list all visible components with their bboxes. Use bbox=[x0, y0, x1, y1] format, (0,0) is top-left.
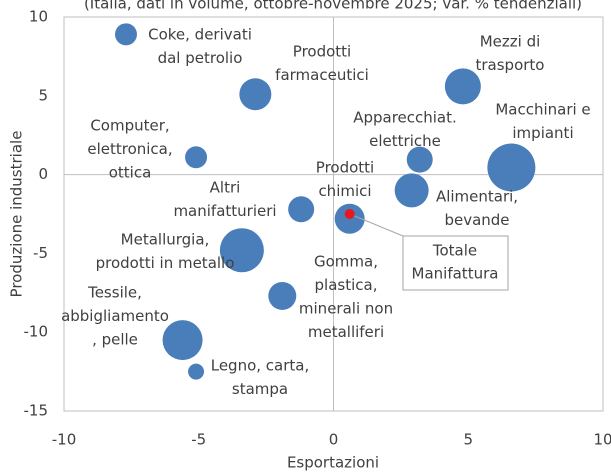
bubble bbox=[219, 228, 264, 273]
point-label: Apparecchiat. bbox=[353, 109, 457, 127]
point-label: Tessile, bbox=[87, 284, 142, 302]
y-axis-label: Produzione industriale bbox=[8, 131, 26, 298]
point-label: prodotti in metallo bbox=[96, 254, 235, 272]
point-label: manifatturieri bbox=[173, 202, 276, 220]
point-label: Legno, carta, bbox=[211, 357, 310, 375]
x-tick-label: -10 bbox=[52, 431, 77, 449]
highlight-point bbox=[344, 209, 355, 219]
y-tick-label: 5 bbox=[38, 86, 48, 104]
leader-line bbox=[349, 213, 404, 237]
point-label: bevande bbox=[444, 211, 509, 229]
point-label: Gomma, bbox=[314, 253, 378, 271]
x-axis-label: Esportazioni bbox=[287, 454, 379, 472]
point-label: plastica, bbox=[315, 276, 378, 294]
chart-subtitle: (Italia, dati in volume, ottobre-novembr… bbox=[84, 0, 582, 13]
point-label: farmaceutici bbox=[275, 66, 369, 84]
x-tick-label: 0 bbox=[329, 431, 339, 449]
point-label: Prodotti bbox=[316, 159, 374, 177]
bubble bbox=[288, 196, 315, 223]
bubble bbox=[487, 143, 536, 192]
point-label: Coke, derivati bbox=[148, 26, 252, 44]
point-label: Metallurgia, bbox=[121, 231, 210, 249]
x-tick-label: 5 bbox=[463, 431, 473, 449]
bubble bbox=[394, 173, 429, 208]
callout-box bbox=[402, 235, 509, 291]
point-label: abbigliamento bbox=[61, 307, 169, 325]
point-label: elettriche bbox=[369, 132, 441, 150]
point-label: Computer, bbox=[90, 117, 169, 135]
y-tick-label: -15 bbox=[24, 402, 49, 420]
callout-label: Manifattura bbox=[412, 265, 499, 283]
y-tick-label: -5 bbox=[33, 244, 48, 262]
point-label: elettronica, bbox=[87, 140, 172, 158]
point-label: Mezzi di bbox=[480, 33, 541, 51]
x-tick-label: -5 bbox=[191, 431, 206, 449]
point-label: chimici bbox=[318, 182, 371, 200]
point-label: Prodotti bbox=[293, 43, 351, 61]
bubble bbox=[239, 78, 272, 111]
point-label: Alimentari, bbox=[436, 188, 518, 206]
point-label: trasporto bbox=[476, 56, 545, 74]
bubble bbox=[185, 146, 208, 169]
bubble bbox=[114, 23, 137, 46]
bubble bbox=[444, 68, 481, 105]
y-tick-label: 0 bbox=[38, 165, 48, 183]
bubble bbox=[162, 320, 203, 361]
x-tick-label: 10 bbox=[593, 431, 611, 449]
point-label: impianti bbox=[512, 124, 573, 142]
point-label: Macchinari e bbox=[495, 101, 590, 119]
bubble bbox=[406, 146, 433, 173]
point-label: minerali non bbox=[299, 300, 393, 318]
callout-label: Totale bbox=[432, 242, 477, 260]
y-tick-label: -10 bbox=[24, 323, 49, 341]
y-tick-label: 10 bbox=[29, 8, 48, 26]
point-label: stampa bbox=[232, 380, 288, 398]
bubble bbox=[188, 363, 205, 380]
point-label: Altri bbox=[210, 179, 241, 197]
bubble bbox=[268, 281, 297, 310]
point-label: dal petrolio bbox=[158, 49, 243, 67]
point-label: ottica bbox=[109, 164, 152, 182]
point-label: , pelle bbox=[92, 331, 138, 349]
point-label: metalliferi bbox=[308, 323, 384, 341]
